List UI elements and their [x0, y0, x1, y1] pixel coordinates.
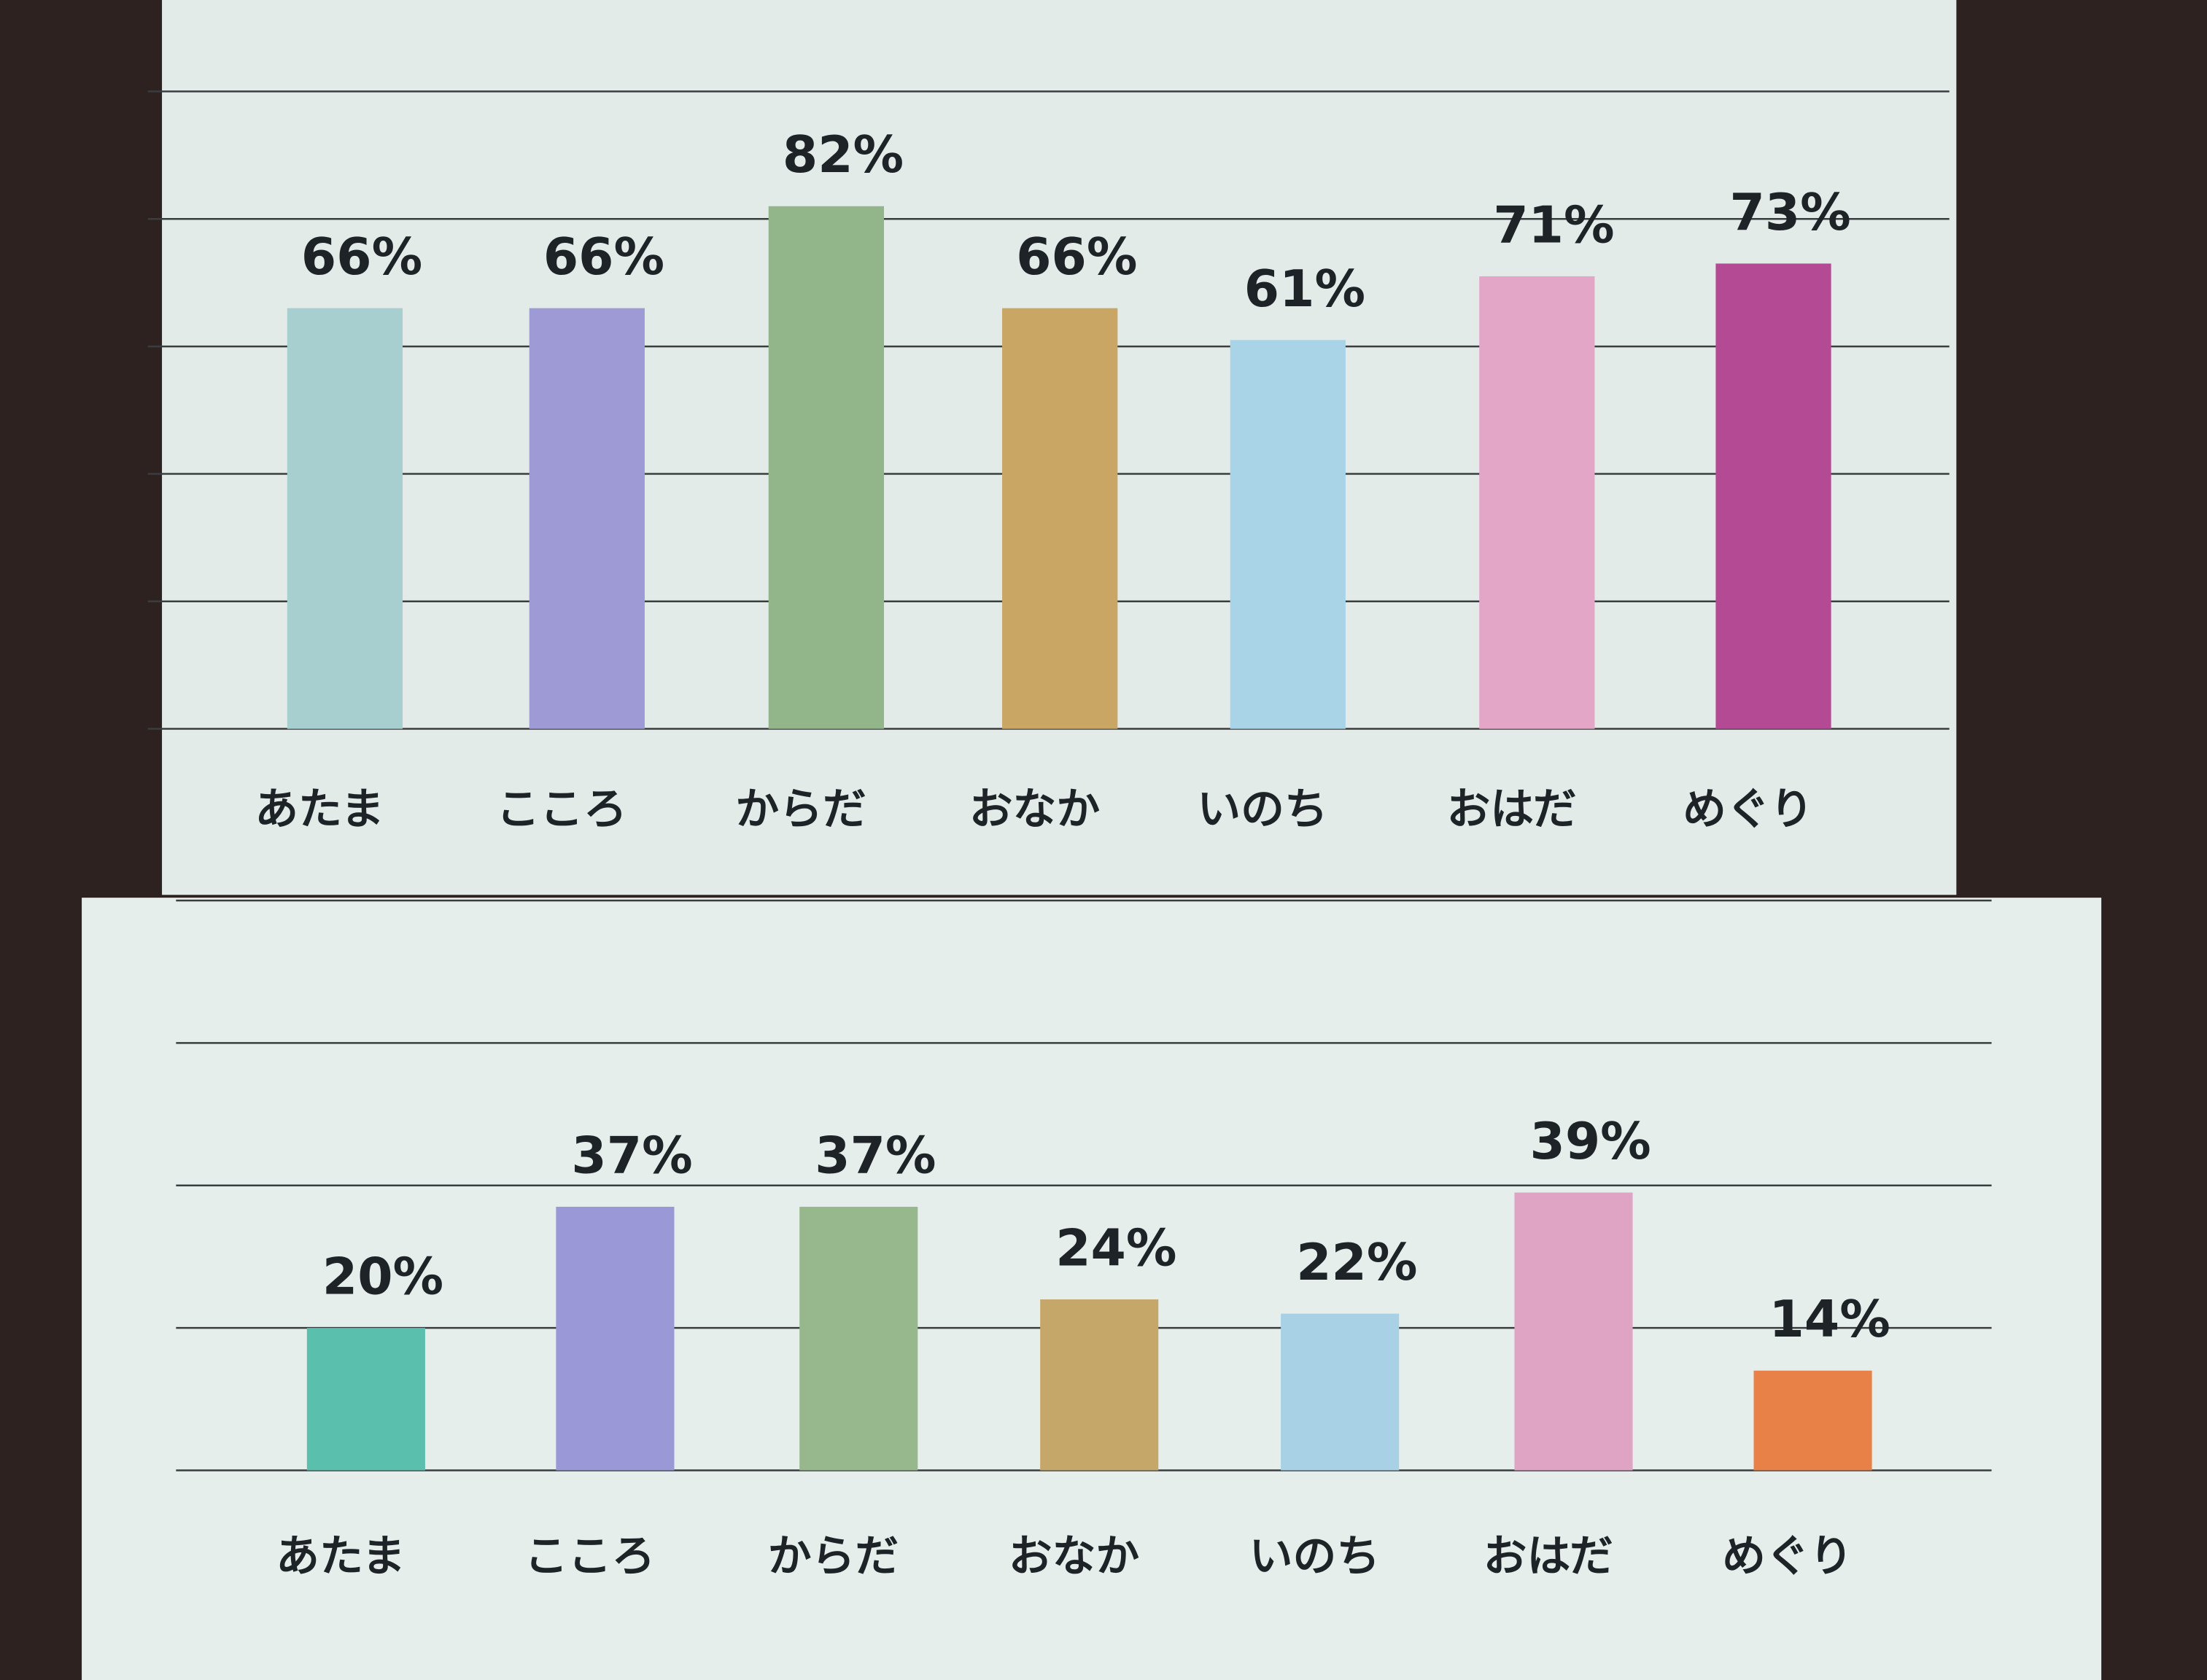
value-label: 71%	[1493, 196, 1614, 254]
value-label: 61%	[1244, 260, 1365, 319]
category-label: おなか	[969, 784, 1100, 835]
category-label: めぐり	[1722, 1531, 1853, 1582]
category-label: からだ	[768, 1531, 899, 1582]
category-label: おなか	[1009, 1531, 1139, 1582]
category-label: いのち	[1249, 1531, 1380, 1582]
value-label: 37%	[571, 1127, 692, 1185]
category-label: いのち	[1197, 784, 1327, 835]
value-label: 66%	[543, 228, 664, 287]
value-label: 66%	[301, 228, 422, 287]
value-label: 73%	[1730, 184, 1851, 242]
value-label: 37%	[815, 1127, 936, 1185]
category-label: おはだ	[1446, 784, 1576, 835]
bar	[1230, 340, 1346, 729]
category-label: こころ	[524, 1531, 655, 1582]
bar	[1514, 1192, 1633, 1471]
value-label: 24%	[1055, 1219, 1176, 1278]
bar	[1002, 308, 1118, 729]
category-label: こころ	[496, 784, 627, 835]
bar	[768, 206, 884, 729]
value-label: 20%	[322, 1248, 443, 1307]
bar	[1040, 1299, 1159, 1471]
bar	[1281, 1313, 1400, 1471]
category-label: おはだ	[1483, 1531, 1613, 1582]
value-label: 39%	[1530, 1113, 1651, 1171]
category-label: あたま	[276, 1531, 406, 1582]
value-label: 82%	[783, 126, 904, 184]
bar	[556, 1207, 675, 1471]
category-label: あたま	[255, 784, 384, 835]
bar	[1715, 263, 1831, 729]
category-label: めぐり	[1683, 784, 1813, 835]
value-label: 14%	[1769, 1291, 1890, 1349]
bar	[799, 1207, 918, 1471]
bar	[1753, 1370, 1872, 1471]
bar	[1479, 276, 1595, 729]
bar	[306, 1328, 425, 1471]
bar	[287, 308, 403, 729]
paper-bottom	[82, 898, 2102, 1680]
value-label: 66%	[1016, 228, 1137, 287]
value-label: 22%	[1296, 1234, 1417, 1292]
bar	[529, 308, 645, 729]
category-label: からだ	[735, 784, 866, 835]
